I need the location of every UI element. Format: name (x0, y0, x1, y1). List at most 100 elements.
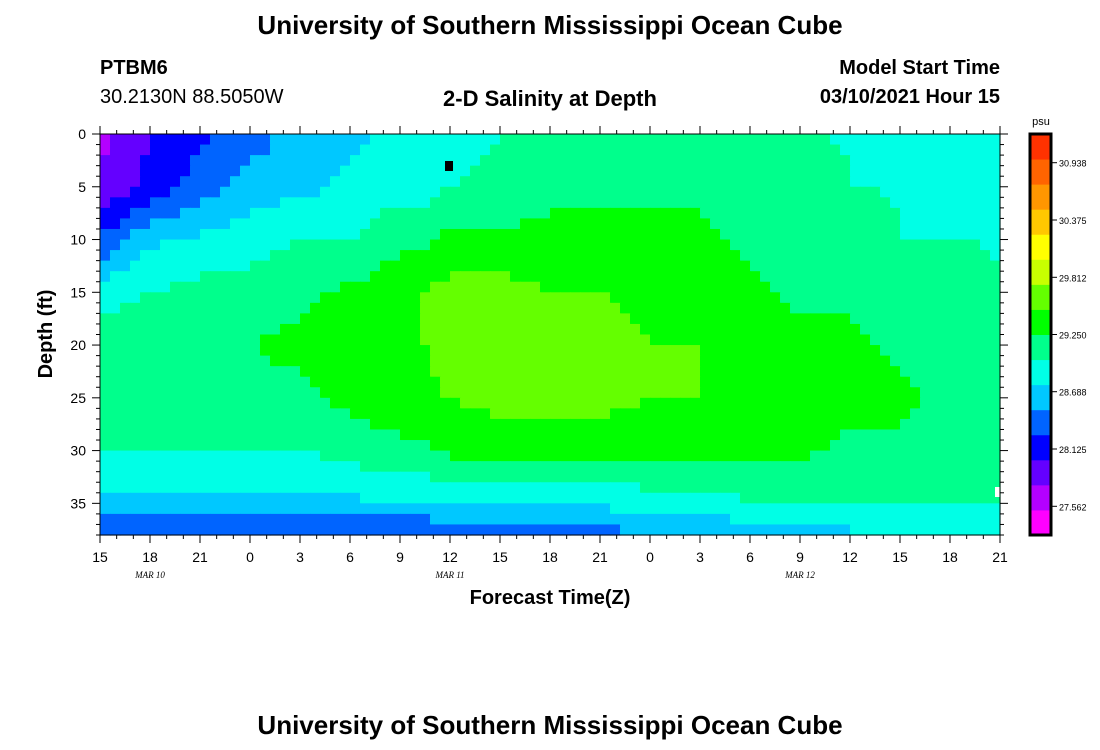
heatmap-cell (130, 366, 141, 378)
heatmap-cell (560, 323, 571, 336)
heatmap-cell (970, 334, 981, 346)
heatmap-cell (180, 482, 191, 494)
heatmap-cell (670, 366, 681, 378)
heatmap-cell (590, 450, 601, 462)
heatmap-cell (750, 461, 761, 473)
heatmap-cell (950, 302, 961, 314)
heatmap-cell (120, 503, 131, 515)
heatmap-cell (470, 186, 481, 198)
heatmap-cell (570, 355, 581, 367)
heatmap-cell (620, 513, 631, 526)
heatmap-cell (390, 492, 401, 504)
heatmap-cell (500, 482, 511, 494)
heatmap-cell (450, 292, 461, 304)
heatmap-cell (420, 355, 431, 367)
heatmap-cell (510, 366, 521, 378)
heatmap-cell (510, 513, 521, 526)
heatmap-cell (530, 155, 541, 167)
heatmap-cell (610, 176, 621, 188)
heatmap-cell (290, 155, 301, 167)
heatmap-cell (280, 376, 291, 388)
heatmap-cell (700, 482, 711, 494)
heatmap-cell (210, 281, 221, 293)
heatmap-cell (300, 207, 311, 220)
heatmap-cell (750, 355, 761, 367)
heatmap-cell (360, 239, 371, 251)
heatmap-cell (120, 418, 131, 431)
heatmap-cell (890, 134, 901, 146)
heatmap-cell (650, 260, 661, 272)
heatmap-cell (520, 429, 531, 441)
heatmap-cell (480, 366, 491, 378)
heatmap-cell (860, 302, 871, 314)
y-tick-label: 5 (78, 179, 86, 195)
heatmap-cell (860, 186, 871, 198)
heatmap-cell (460, 228, 471, 241)
heatmap-cell (710, 302, 721, 314)
heatmap-cell (350, 207, 361, 220)
heatmap-cell (710, 218, 721, 230)
heatmap-cell (830, 313, 841, 325)
heatmap-cell (200, 313, 211, 325)
colorbar-segment (1030, 459, 1051, 486)
heatmap-cell (760, 503, 771, 515)
heatmap-cell (830, 302, 841, 314)
heatmap-cell (690, 271, 701, 283)
heatmap-cell (380, 155, 391, 167)
heatmap-cell (990, 461, 1001, 473)
heatmap-cell (830, 397, 841, 409)
heatmap-cell (760, 524, 771, 536)
heatmap-cell (370, 471, 381, 483)
heatmap-cell (810, 429, 821, 441)
heatmap-cell (960, 408, 971, 420)
heatmap-cell (970, 165, 981, 177)
heatmap-cell (520, 323, 531, 336)
heatmap-cell (250, 313, 261, 325)
plot-title: 2-D Salinity at Depth (443, 86, 657, 111)
heatmap-cell (900, 302, 911, 314)
heatmap-cell (170, 397, 181, 409)
heatmap-cell (300, 302, 311, 314)
heatmap-cell (150, 155, 161, 167)
heatmap-cell (650, 271, 661, 283)
heatmap-cell (470, 144, 481, 156)
heatmap-cell (590, 207, 601, 220)
heatmap-cell (760, 207, 771, 220)
heatmap-cell (270, 513, 281, 526)
heatmap-cell (350, 418, 361, 431)
heatmap-cell (230, 376, 241, 388)
heatmap-cell (320, 429, 331, 441)
heatmap-cell (210, 355, 221, 367)
heatmap-cell (790, 503, 801, 515)
heatmap-cell (210, 292, 221, 304)
heatmap-cell (950, 387, 961, 399)
heatmap-cell (330, 323, 341, 336)
heatmap-cell (880, 471, 891, 483)
x-tick-label: 18 (142, 549, 158, 565)
heatmap-cell (480, 197, 491, 209)
heatmap-cell (840, 313, 851, 325)
heatmap-cell (940, 471, 951, 483)
heatmap-cell (370, 271, 381, 283)
heatmap-cell (370, 292, 381, 304)
heatmap-cell (700, 334, 711, 346)
heatmap-cell (960, 471, 971, 483)
heatmap-cell (940, 461, 951, 473)
heatmap-cell (710, 387, 721, 399)
heatmap-cell (540, 260, 551, 272)
heatmap-cell (880, 440, 891, 452)
heatmap-cell (650, 281, 661, 293)
heatmap-cell (170, 513, 181, 526)
heatmap-cell (730, 513, 741, 526)
heatmap-cell (130, 345, 141, 357)
heatmap-cell (800, 387, 811, 399)
heatmap-cell (970, 482, 981, 494)
heatmap-cell (960, 503, 971, 515)
heatmap-cell (560, 260, 571, 272)
heatmap-cell (980, 513, 991, 526)
heatmap-cell (400, 186, 411, 198)
heatmap-cell (730, 144, 741, 156)
heatmap-cell (360, 492, 371, 504)
heatmap-cell (380, 513, 391, 526)
